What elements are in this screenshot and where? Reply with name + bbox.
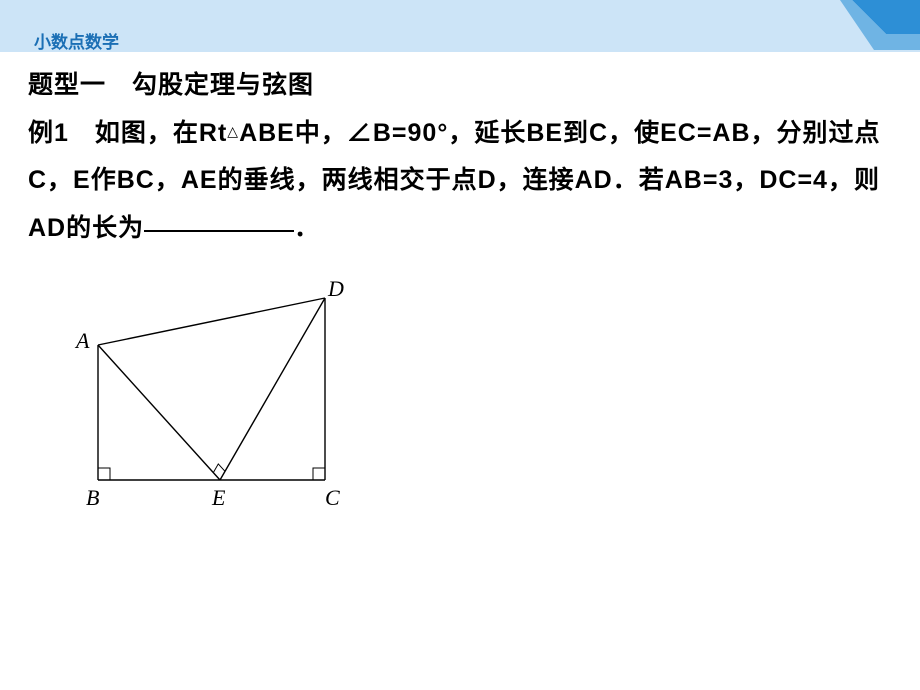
problem-text-3: ． <box>294 214 320 242</box>
example-label: 例1 <box>28 119 69 147</box>
header-bar: 小数点数学 <box>0 0 920 52</box>
problem-text: 例1 如图，在Rt△ABE中，∠B=90°，延长BE到C，使EC=AB，分别过点… <box>28 110 892 253</box>
svg-text:A: A <box>74 328 90 353</box>
svg-text:E: E <box>211 485 226 510</box>
svg-text:B: B <box>86 485 99 510</box>
geometry-diagram: A B E C D <box>70 280 370 520</box>
brand-label: 小数点数学 <box>34 28 119 53</box>
triangle-symbol: △ <box>227 123 239 139</box>
corner-arrow-icon <box>830 0 920 60</box>
content-area: 题型一 勾股定理与弦图 例1 如图，在Rt△ABE中，∠B=90°，延长BE到C… <box>0 52 920 525</box>
problem-text-1: 如图，在Rt <box>69 119 227 147</box>
svg-text:C: C <box>325 485 340 510</box>
svg-text:D: D <box>327 280 344 301</box>
section-title: 题型一 勾股定理与弦图 <box>28 62 892 110</box>
answer-blank <box>144 209 294 232</box>
